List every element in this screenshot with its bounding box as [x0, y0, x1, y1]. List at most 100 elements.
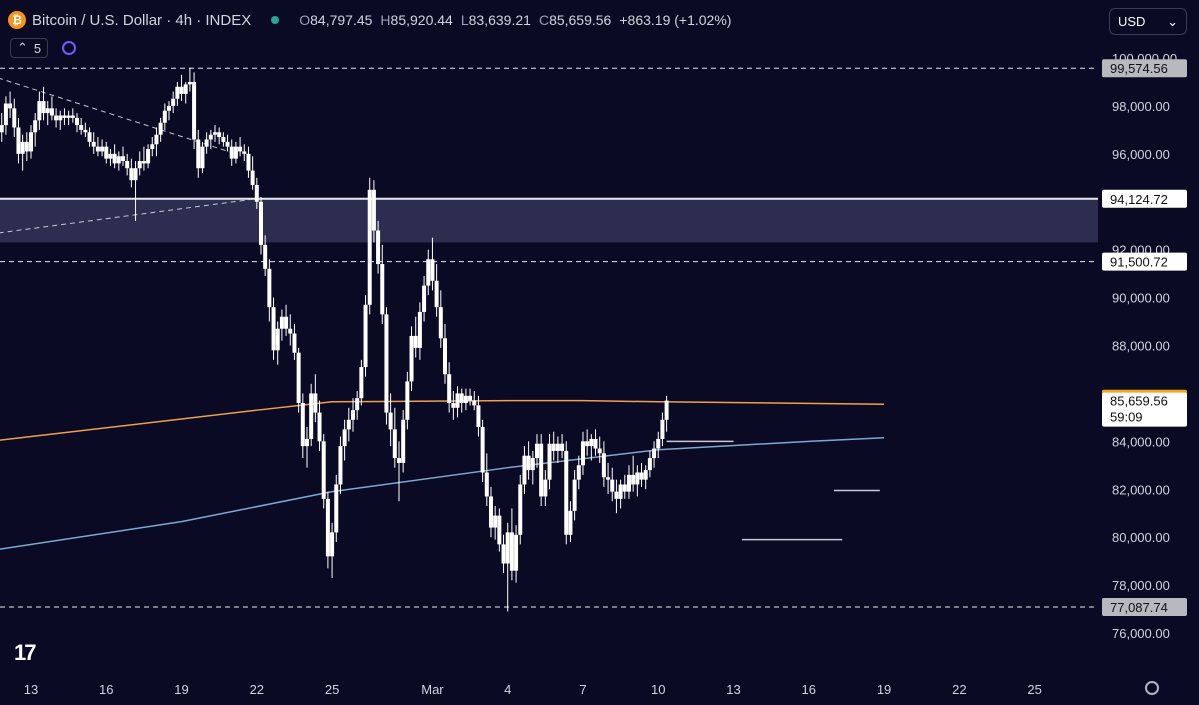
candle-body — [79, 125, 84, 130]
candle-body — [158, 122, 163, 135]
y-tick-label: 80,000.00 — [1112, 530, 1170, 545]
candle-body — [388, 412, 393, 430]
candle-body — [275, 328, 280, 351]
candle-body — [284, 316, 289, 329]
candle-body — [643, 470, 648, 480]
candle-body — [530, 458, 535, 471]
x-tick-label: 19 — [877, 682, 891, 697]
candle-body — [221, 137, 226, 142]
candle-body — [108, 153, 113, 159]
countdown-label: 59:09 — [1110, 410, 1143, 425]
candle-body — [37, 101, 42, 121]
x-tick-label: 4 — [504, 682, 511, 697]
candle-body — [24, 141, 29, 152]
price-level-tag — [1102, 189, 1187, 208]
price-level-label: 99,574.56 — [1110, 61, 1168, 76]
candle-body — [551, 443, 556, 451]
candle-body — [522, 455, 527, 485]
candle-body — [405, 381, 410, 420]
candle-body — [192, 81, 197, 140]
candle-body — [100, 146, 105, 152]
open-label: O — [299, 12, 311, 28]
indicators-toggle[interactable]: ⌃ 5 — [10, 38, 49, 58]
candle-body — [54, 115, 59, 121]
x-tick-label: 13 — [726, 682, 740, 697]
candle-body — [271, 307, 276, 351]
loading-icon — [62, 41, 77, 55]
candle-body — [242, 151, 247, 154]
candle-body — [597, 448, 602, 454]
bitcoin-icon: ₿ — [8, 11, 26, 29]
candle-body — [166, 105, 171, 111]
candle-body — [233, 146, 238, 159]
candle-body — [447, 374, 452, 403]
candle-body — [83, 129, 88, 133]
candle-body — [129, 168, 134, 181]
moving-average-orange — [0, 399, 885, 441]
candle-body — [380, 264, 385, 315]
candle-body — [91, 141, 96, 147]
candle-body — [626, 474, 631, 492]
candle-body — [468, 395, 473, 401]
candle-body — [401, 419, 406, 463]
candle-body — [288, 328, 293, 334]
candle-body — [154, 134, 159, 145]
x-tick-label: 22 — [952, 682, 966, 697]
candle-body — [413, 335, 418, 348]
currency-select[interactable]: USD ⌄ — [1109, 8, 1187, 35]
candle-body — [359, 367, 364, 399]
close-value: 85,659.56 — [549, 12, 612, 28]
resistance-zone — [0, 198, 1098, 243]
candle-body — [484, 472, 489, 497]
candle-body — [330, 532, 335, 557]
candle-body — [217, 132, 222, 138]
candle-body — [70, 115, 75, 118]
price-level-tag — [1102, 252, 1187, 271]
low-value: 83,639.21 — [468, 12, 531, 28]
x-tick-label: 25 — [1027, 682, 1041, 697]
candle-body — [254, 184, 259, 202]
candle-body — [146, 149, 151, 164]
candle-body — [171, 98, 176, 106]
candle-body — [376, 230, 381, 265]
candle-body — [175, 86, 180, 99]
y-tick-label: 96,000.00 — [1112, 147, 1170, 162]
candle-body — [196, 139, 201, 169]
candle-body — [279, 316, 284, 329]
candle-body — [606, 477, 611, 480]
candle-body — [309, 393, 314, 439]
candle-body — [384, 314, 389, 413]
current-price-tag — [1102, 392, 1187, 427]
candle-body — [601, 453, 606, 478]
x-tick-label: 13 — [24, 682, 38, 697]
candle-body — [141, 161, 146, 164]
settings-icon[interactable] — [1145, 681, 1159, 695]
candle-body — [501, 544, 506, 564]
candle-body — [16, 127, 21, 154]
candle-body — [656, 438, 661, 449]
candle-body — [95, 146, 100, 152]
candle-body — [438, 307, 443, 339]
candle-body — [442, 338, 447, 375]
candle-body — [547, 443, 552, 480]
candle-body — [49, 108, 54, 116]
candle-body — [3, 103, 8, 126]
x-tick-label: 16 — [99, 682, 113, 697]
tradingview-logo[interactable]: 17 — [14, 640, 37, 665]
candle-body — [417, 311, 422, 348]
symbol-title[interactable]: Bitcoin / U.S. Dollar · 4h · INDEX — [32, 11, 252, 29]
candle-body — [614, 491, 619, 499]
candle-body — [367, 189, 372, 305]
candle-body — [317, 412, 322, 442]
candle-body — [20, 141, 25, 154]
x-tick-label: 7 — [579, 682, 586, 697]
candle-body — [363, 304, 368, 368]
x-tick-label: 22 — [250, 682, 264, 697]
candle-body — [622, 484, 627, 492]
candle-body — [112, 153, 117, 164]
candle-body — [589, 438, 594, 447]
candle-body — [74, 117, 79, 126]
candle-body — [208, 134, 213, 140]
market-status-icon — [271, 16, 280, 24]
